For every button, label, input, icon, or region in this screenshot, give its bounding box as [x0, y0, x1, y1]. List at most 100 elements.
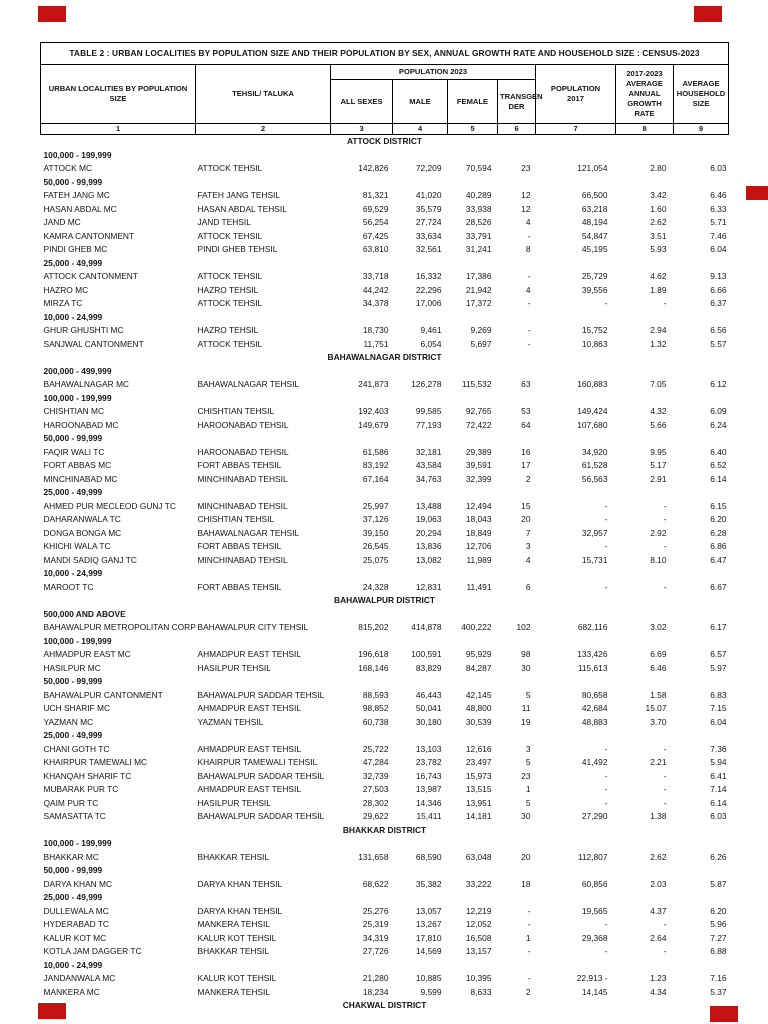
cell-male: 13,267 [415, 919, 442, 929]
cell-pop2017: 34,920 [581, 446, 608, 457]
cell-tehsil: HAROONABAD TEHSIL [197, 446, 289, 457]
table-row: HAZRO MC HAZRO TEHSIL 44,242 22,296 21,942 4 3… [41, 284, 729, 298]
cell-all: 196,618 [358, 649, 389, 659]
cell-female: 29,389 [465, 446, 492, 457]
cell-female: 95,929 [465, 649, 492, 659]
cell-hh: 6.40 [710, 446, 727, 457]
size-group-row: 25,000 - 49,999 [41, 486, 729, 500]
cell-male: 99,585 [415, 406, 442, 416]
cell-all: 18,730 [362, 325, 389, 335]
cell-female: 84,287 [465, 662, 492, 673]
cell-male: 83,829 [415, 662, 442, 673]
table-row: MUBARAK PUR TC AHMADPUR EAST TEHSIL 27,503… [41, 783, 729, 797]
col-header-female: FEMALE [447, 79, 498, 124]
cell-tehsil: DARYA KHAN TEHSIL [197, 878, 283, 889]
cell-all: 98,852 [362, 703, 389, 713]
cell-name: BAHAWALNAGAR MC [43, 379, 129, 389]
cell-tehsil: HAROONABAD TEHSIL [197, 419, 289, 430]
cell-trans: 5 [525, 757, 531, 767]
cell-hh: 6.26 [710, 851, 727, 862]
size-group-row: 50,000 - 99,999 [41, 432, 729, 446]
cell-growth: - [663, 743, 667, 754]
table-row: KHAIRPUR TAMEWALI MC KHAIRPUR TAMEWALI TE… [41, 756, 729, 770]
col-header-all-sexes: ALL SEXES [330, 79, 393, 124]
cell-pop2017: 15,731 [581, 554, 608, 565]
cell-growth: - [663, 797, 667, 808]
cell-male: 35,382 [415, 878, 442, 889]
cell-name: ATTOCK MC [43, 163, 93, 173]
table-row: DONGA BONGA MC BAHAWALNAGAR TEHSIL 39,150 2… [41, 527, 729, 541]
cell-name: SAMASATTA TC [43, 811, 106, 821]
table-row: SANJWAL CANTONMENT ATTOCK TEHSIL 11,751 6,0… [41, 338, 729, 352]
cell-female: 92,765 [465, 406, 492, 416]
cell-female: 17,372 [465, 298, 492, 308]
cell-growth: 5.66 [650, 419, 667, 430]
cell-pop2017: 56,563 [581, 473, 608, 484]
column-number: 6 [497, 123, 536, 135]
cell-tehsil: KHAIRPUR TAMEWALI TEHSIL [197, 757, 318, 767]
table-row: BAHAWALPUR CANTONMENT BAHAWALPUR SADDAR T… [41, 689, 729, 703]
cell-all: 61,586 [362, 446, 389, 457]
cell-growth: - [663, 500, 667, 511]
cell-name: DAHARANWALA TC [43, 514, 121, 524]
cell-name: MAROOT TC [43, 581, 94, 592]
cell-growth: - [663, 298, 667, 308]
cell-growth: 2.91 [650, 473, 667, 484]
district-header: BAHAWALNAGAR DISTRICT [327, 352, 442, 362]
cell-name: HYDERABAD TC [43, 919, 109, 929]
cell-trans: 23 [521, 770, 531, 781]
cell-pop2017: 115,613 [577, 662, 608, 673]
size-group-row: 500,000 AND ABOVE [41, 608, 729, 622]
cell-tehsil: KALUR KOT TEHSIL [197, 973, 277, 983]
cell-tehsil: BAHAWALNAGAR TEHSIL [197, 379, 300, 389]
cell-all: 81,321 [362, 190, 389, 200]
cell-growth: 6.46 [650, 662, 667, 673]
size-group-row: 100,000 - 199,999 [41, 392, 729, 406]
cell-tehsil: KALUR KOT TEHSIL [197, 932, 277, 943]
cell-trans: - [527, 271, 531, 281]
size-group-header: 200,000 - 499,999 [43, 365, 112, 376]
cell-tehsil: BAHAWALPUR SADDAR TEHSIL [197, 689, 325, 700]
cell-tehsil: FORT ABBAS TEHSIL [197, 581, 282, 592]
cell-tehsil: FORT ABBAS TEHSIL [197, 460, 282, 470]
cell-pop2017: 149,424 [577, 406, 608, 416]
cell-male: 46,443 [415, 689, 442, 700]
cell-pop2017: 32,957 [581, 527, 608, 538]
cell-all: 44,242 [362, 284, 389, 295]
size-group-row: 100,000 - 199,999 [41, 635, 729, 649]
cell-hh: 7.15 [710, 703, 727, 713]
cell-all: 131,658 [358, 851, 389, 862]
redaction-block-bottom-left [38, 1003, 66, 1019]
cell-male: 100,591 [411, 649, 442, 659]
redaction-block-top-left [38, 6, 66, 22]
district-header: BAHAWALPUR DISTRICT [334, 595, 435, 605]
cell-trans: 23 [521, 163, 531, 173]
table-row: MIRZA TC ATTOCK TEHSIL 34,378 17,006 17,372 -… [41, 297, 729, 311]
cell-female: 17,386 [465, 271, 492, 281]
cell-hh: 7.14 [710, 784, 727, 794]
cell-all: 60,738 [362, 716, 389, 727]
cell-male: 12,831 [415, 581, 442, 592]
cell-hh: 6.47 [710, 554, 727, 565]
cell-male: 13,103 [415, 743, 442, 754]
cell-growth: 2.21 [650, 757, 667, 767]
size-group-row: 10,000 - 24,999 [41, 959, 729, 973]
cell-all: 34,319 [362, 932, 389, 943]
cell-tehsil: ATTOCK TEHSIL [197, 230, 263, 241]
cell-all: 815,202 [358, 622, 389, 632]
cell-all: 241,873 [358, 379, 389, 389]
cell-male: 20,294 [415, 527, 442, 538]
cell-all: 21,280 [362, 973, 389, 983]
cell-growth: 4.62 [650, 271, 667, 281]
cell-name: HAROONABAD MC [43, 419, 119, 430]
cell-hh: 6.57 [710, 649, 727, 659]
cell-trans: - [527, 973, 531, 983]
cell-growth: 1.89 [650, 284, 667, 295]
cell-pop2017: 107,680 [577, 419, 608, 430]
cell-growth: 3.51 [650, 230, 667, 241]
cell-male: 16,332 [415, 271, 442, 281]
cell-tehsil: ATTOCK TEHSIL [197, 163, 263, 173]
table-row: DAHARANWALA TC CHISHTIAN TEHSIL 37,126 19,0… [41, 513, 729, 527]
cell-trans: 102 [516, 622, 531, 632]
cell-name: HASILPUR MC [43, 662, 101, 673]
